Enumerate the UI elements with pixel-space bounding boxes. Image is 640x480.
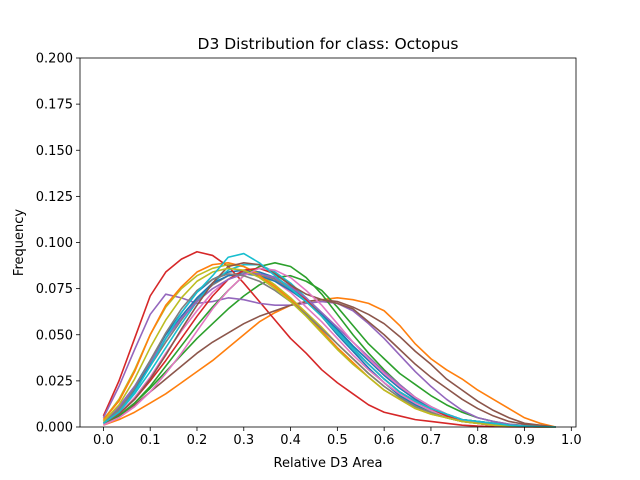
y-tick-label: 0.150: [36, 144, 73, 159]
y-tick-label: 0.050: [36, 328, 73, 343]
series-line-19: [102, 267, 556, 428]
series-line-4: [102, 250, 556, 428]
x-tick-label: 0.9: [514, 433, 535, 448]
x-tick-label: 0.6: [374, 433, 395, 448]
y-tick-label: 0.000: [36, 421, 73, 436]
series-line-16: [102, 261, 556, 428]
x-tick-label: 0.1: [140, 433, 161, 448]
x-tick-label: 0.2: [187, 433, 208, 448]
y-tick-label: 0.200: [36, 52, 73, 67]
x-tick-label: 0.8: [467, 433, 488, 448]
y-axis-ticks: 0.000 0.025 0.050 0.075 0.100 0.125 0.150 0.175…: [36, 52, 80, 436]
series-line-20: [102, 252, 556, 428]
y-tick-label: 0.075: [36, 282, 73, 297]
chart-title: D3 Distribution for class: Octopus: [198, 35, 459, 53]
x-axis-label: Relative D3 Area: [274, 456, 383, 471]
series-line-6: [103, 298, 556, 428]
x-tick-label: 0.5: [327, 433, 348, 448]
series-layer: [102, 250, 556, 428]
plot-frame: [79, 57, 577, 428]
y-tick-label: 0.100: [36, 236, 73, 251]
x-axis-ticks: 0.0 0.1 0.2 0.3 0.4 0.5 0.6 0.7 0.8 0.9 1.0: [93, 427, 582, 448]
x-tick-label: 1.0: [561, 433, 582, 448]
y-tick-label: 0.025: [36, 374, 73, 389]
x-tick-label: 0.3: [233, 433, 254, 448]
x-tick-label: 0.4: [280, 433, 301, 448]
series-line-5: [102, 293, 556, 428]
x-tick-label: 0.7: [421, 433, 442, 448]
y-tick-label: 0.125: [36, 190, 73, 205]
y-tick-label: 0.175: [36, 98, 73, 113]
y-axis-label: Frequency: [12, 209, 27, 276]
x-tick-label: 0.0: [93, 433, 114, 448]
